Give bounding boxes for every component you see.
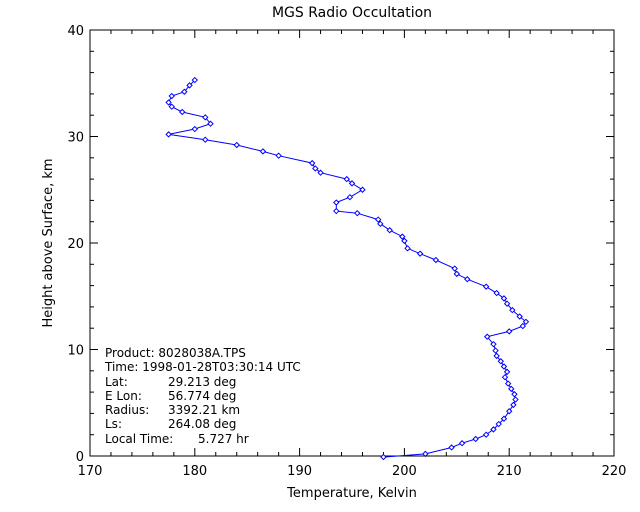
- info-radius-value: 3392.21 km: [168, 403, 240, 417]
- data-point: [482, 431, 490, 438]
- data-point: [522, 318, 530, 326]
- data-point: [500, 415, 508, 422]
- data-point: [482, 283, 490, 290]
- data-point: [386, 227, 393, 234]
- data-point: [202, 114, 209, 121]
- data-point: [453, 270, 461, 278]
- y-tick-label: 10: [67, 344, 84, 359]
- info-elon-label: E Lon:: [105, 389, 142, 403]
- data-point: [317, 169, 324, 176]
- y-tick-label: 40: [67, 24, 84, 39]
- data-point: [490, 426, 497, 433]
- data-point: [359, 186, 366, 193]
- series-group: [165, 76, 530, 461]
- data-point: [504, 380, 512, 387]
- data-point: [492, 347, 499, 354]
- y-axis-label: Height above Surface, km: [41, 158, 56, 327]
- data-point: [493, 352, 500, 360]
- data-point: [472, 435, 479, 443]
- data-point: [458, 440, 466, 447]
- data-point: [308, 159, 316, 167]
- data-point: [354, 209, 361, 217]
- data-point: [181, 88, 188, 95]
- info-lat-label: Lat:: [105, 375, 128, 389]
- data-point: [259, 148, 267, 155]
- data-point: [165, 131, 172, 138]
- data-point: [191, 125, 199, 133]
- data-point: [493, 289, 500, 297]
- data-point: [519, 322, 527, 330]
- data-point: [490, 340, 497, 348]
- data-point: [207, 120, 214, 127]
- data-point: [333, 207, 340, 215]
- data-point: [401, 237, 408, 245]
- info-lat-value: 29.213 deg: [168, 375, 236, 389]
- y-axis: 0 10 20 30 40: [67, 24, 614, 465]
- data-point: [511, 391, 518, 398]
- data-point: [510, 401, 517, 409]
- data-point: [348, 180, 356, 187]
- data-point: [464, 276, 471, 283]
- data-point: [168, 103, 175, 110]
- data-point: [380, 453, 387, 461]
- data-point: [500, 363, 508, 370]
- data-point: [333, 199, 340, 206]
- info-localtime-value: 5.727 hr: [198, 432, 249, 446]
- data-point: [505, 408, 513, 415]
- info-time: Time: 1998-01-28T03:30:14 UTC: [104, 360, 301, 374]
- data-point: [343, 175, 350, 183]
- data-point: [404, 245, 411, 252]
- y-tick-label: 30: [67, 131, 84, 146]
- data-point: [451, 265, 458, 272]
- data-point: [179, 108, 186, 116]
- x-tick-label: 210: [497, 464, 522, 479]
- data-point: [377, 220, 384, 228]
- data-point: [495, 420, 502, 428]
- data-point: [501, 373, 509, 381]
- data-point: [168, 92, 175, 100]
- data-point: [503, 300, 511, 307]
- data-point: [508, 385, 515, 393]
- info-ls-value: 264.08 deg: [168, 417, 236, 431]
- data-point: [503, 368, 511, 376]
- data-point: [312, 165, 319, 172]
- data-point: [202, 136, 209, 143]
- info-radius-label: Radius:: [105, 403, 149, 417]
- data-point: [165, 99, 172, 106]
- x-tick-label: 220: [602, 464, 627, 479]
- y-tick-label: 0: [76, 450, 84, 465]
- data-point: [374, 216, 382, 223]
- info-elon-value: 56.774 deg: [168, 389, 236, 403]
- data-point: [505, 328, 513, 335]
- info-ls-label: Ls:: [105, 417, 122, 431]
- data-point: [497, 358, 505, 365]
- data-point: [483, 333, 491, 340]
- x-tick-label: 190: [287, 464, 312, 479]
- data-point: [416, 250, 424, 257]
- chart-title: MGS Radio Occultation: [272, 5, 432, 21]
- x-axis-label: Temperature, Kelvin: [286, 486, 417, 501]
- data-point: [275, 152, 282, 159]
- x-tick-label: 180: [182, 464, 207, 479]
- data-point: [448, 444, 455, 451]
- info-panel: Product: 8028038A.TPS Time: 1998-01-28T0…: [104, 346, 301, 446]
- data-point: [186, 82, 193, 89]
- x-tick-label: 200: [392, 464, 417, 479]
- data-point: [399, 233, 406, 240]
- data-point: [191, 76, 199, 84]
- data-point: [500, 295, 508, 302]
- data-point: [516, 313, 523, 320]
- info-localtime-label: Local Time:: [105, 432, 173, 446]
- y-tick-label: 20: [67, 237, 84, 252]
- data-point: [509, 306, 516, 314]
- data-point: [512, 396, 519, 403]
- data-point: [346, 193, 354, 201]
- data-point: [233, 141, 240, 149]
- x-axis: 170 180 190 200 210 220: [78, 30, 627, 479]
- info-product: Product: 8028038A.TPS: [105, 346, 246, 360]
- data-point: [422, 450, 429, 458]
- x-tick-label: 170: [78, 464, 103, 479]
- data-point: [432, 256, 440, 264]
